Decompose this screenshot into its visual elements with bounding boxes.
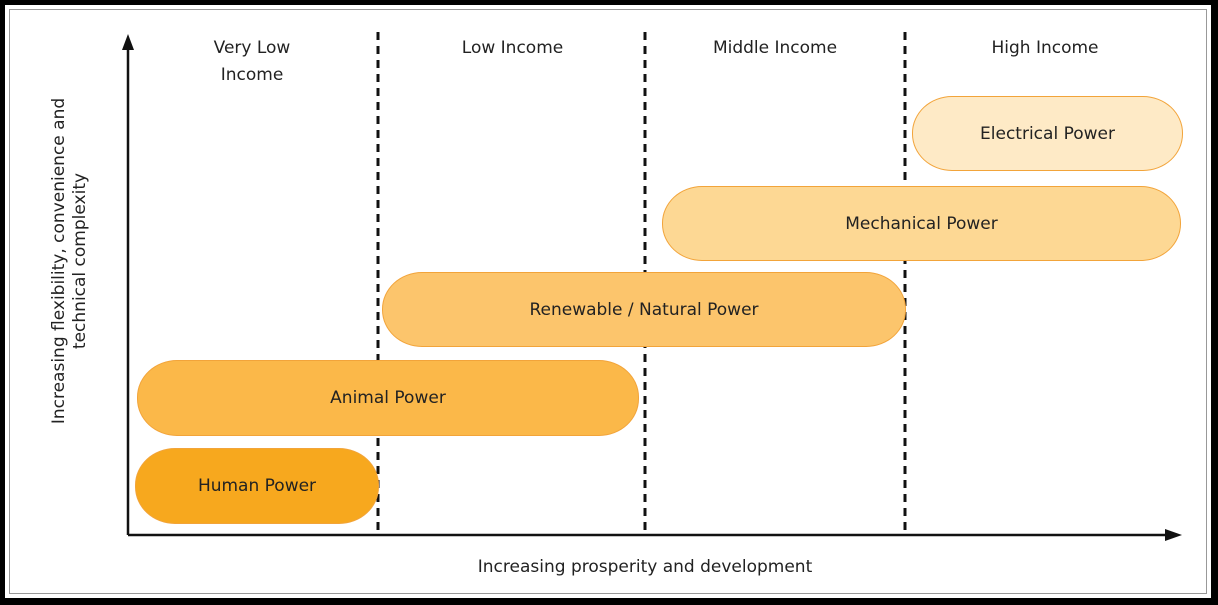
x-arrow — [1165, 529, 1182, 541]
column-label: Very Low Income — [213, 38, 291, 85]
y-axis-label: Increasing flexibility, convenience and … — [49, 97, 90, 425]
bar: Human Power — [135, 448, 379, 524]
column-label: Middle Income — [712, 38, 838, 58]
x-axis-label: Increasing prosperity and development — [477, 557, 813, 577]
bar: Mechanical Power — [662, 186, 1181, 261]
column-label: High Income — [991, 38, 1099, 58]
bar: Animal Power — [137, 360, 639, 436]
bar: Renewable / Natural Power — [382, 272, 906, 347]
bar: Electrical Power — [912, 96, 1183, 171]
column-label: Low Income — [461, 38, 564, 58]
inner-border — [9, 9, 1207, 594]
y-arrow — [122, 34, 134, 50]
